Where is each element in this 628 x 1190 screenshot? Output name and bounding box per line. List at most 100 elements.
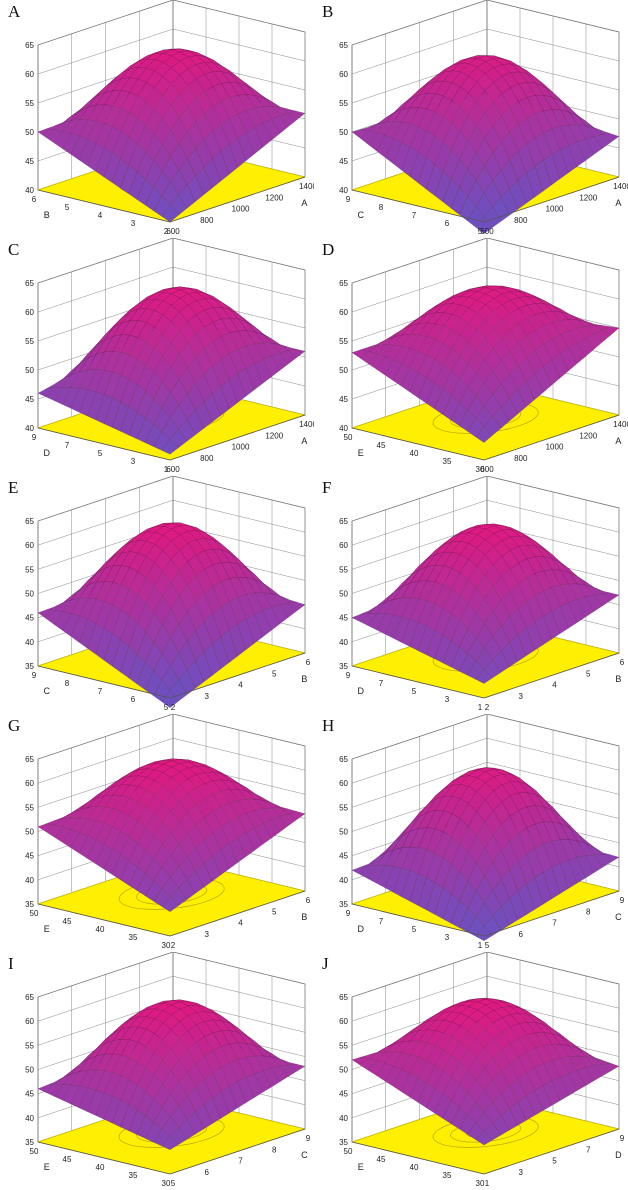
y-tick-label: 6: [445, 219, 450, 228]
y-tick-label: 30: [162, 1179, 171, 1188]
x-tick-label: 2: [485, 703, 490, 712]
y-axis-line: [37, 1141, 171, 1175]
y-tick-label: 40: [96, 925, 105, 934]
z-tick-label: 50: [25, 1066, 34, 1075]
z-tick-label: 45: [25, 852, 34, 861]
surface-patch: [161, 439, 179, 455]
response-surface: [351, 523, 620, 684]
z-tick-label: 60: [339, 70, 348, 79]
z-tick-label: 40: [25, 1114, 34, 1123]
response-surface: [351, 997, 620, 1146]
z-tick-label: 50: [339, 828, 348, 837]
x-axis-line: [483, 414, 620, 461]
y-tick-label: 35: [129, 933, 138, 942]
z-tick-label: 55: [339, 1041, 348, 1050]
y-axis-label: C: [358, 210, 365, 220]
z-tick-label: 40: [339, 1114, 348, 1123]
z-tick-label: 35: [339, 1138, 348, 1147]
z-tick-label: 50: [25, 590, 34, 599]
z-tick-label: 60: [339, 308, 348, 317]
x-axis-label: D: [615, 1150, 622, 1160]
surface-patch: [475, 216, 493, 234]
z-gridline: [37, 28, 306, 75]
surface-plot-h: 65 60 55 50 45 40 35 5 6 7 8 9 C 1 3 5 7 9 D H: [314, 714, 628, 952]
x-axis-label: C: [301, 1150, 308, 1160]
z-tick-label: 55: [339, 565, 348, 574]
z-gridline: [351, 0, 620, 46]
y-tick-label: 30: [476, 465, 485, 474]
x-axis-label: B: [615, 674, 621, 684]
z-tick-label: 65: [25, 279, 34, 288]
z-tick-label: 45: [339, 614, 348, 623]
x-axis-label: A: [615, 436, 621, 446]
x-axis-label: B: [301, 912, 307, 922]
z-tick-label: 40: [339, 876, 348, 885]
y-axis-label: C: [44, 686, 51, 696]
z-gridline: [37, 0, 306, 46]
surface-patch: [475, 426, 493, 443]
y-tick-label: 8: [379, 203, 384, 212]
surface-plot-e: 65 60 55 50 45 40 35 2 3 4 5 6 B 5 6 7 8 9 C E: [0, 476, 314, 714]
y-tick-label: 7: [98, 687, 103, 696]
y-tick-label: 50: [30, 1147, 39, 1156]
x-tick-label: 1200: [265, 431, 283, 440]
y-tick-label: 1: [164, 465, 169, 474]
x-axis-line: [483, 652, 620, 699]
y-axis-label: E: [44, 924, 50, 934]
panel-label: A: [8, 2, 21, 21]
surface-plot-g: 65 60 55 50 45 40 35 2 3 4 5 6 B 30 35 40 45 50 E G: [0, 714, 314, 952]
y-tick-label: 9: [346, 909, 351, 918]
x-tick-label: 6: [306, 658, 311, 667]
z-gridline: [37, 266, 306, 313]
z-tick-label: 65: [339, 41, 348, 50]
z-gridline: [351, 975, 620, 1022]
x-tick-label: 600: [480, 465, 494, 474]
x-tick-label: 600: [166, 465, 180, 474]
x-tick-label: 2: [171, 941, 176, 950]
x-tick-label: 1000: [232, 205, 250, 214]
z-tick-label: 55: [339, 99, 348, 108]
x-tick-label: 5: [485, 941, 490, 950]
y-tick-label: 45: [63, 1155, 72, 1164]
y-tick-label: 1: [478, 703, 483, 712]
x-tick-label: 1000: [232, 443, 250, 452]
surface-patch: [475, 669, 493, 684]
x-tick-label: 600: [166, 227, 180, 236]
plot-canvas: 65 60 55 50 45 40 600 800 1000 1200 1400 A 5 6 7 8 9C: [339, 0, 628, 236]
x-axis-label: A: [615, 198, 621, 208]
panel-label: B: [322, 2, 334, 21]
y-axis-line: [351, 665, 485, 699]
z-gridline: [37, 952, 306, 998]
z-tick-label: 35: [25, 1138, 34, 1147]
response-surface: [37, 48, 306, 223]
y-tick-label: 40: [410, 449, 419, 458]
x-tick-label: 1: [485, 1179, 490, 1188]
z-tick-label: 45: [25, 614, 34, 623]
x-tick-label: 9: [306, 1134, 311, 1143]
z-tick-label: 60: [339, 541, 348, 550]
x-tick-label: 5: [586, 669, 591, 678]
y-tick-label: 7: [379, 679, 384, 688]
y-tick-label: 5: [65, 203, 70, 212]
panel-label: J: [322, 954, 329, 973]
z-tick-label: 45: [25, 395, 34, 404]
x-tick-label: 3: [519, 1168, 524, 1177]
surface-plot-d: 65 60 55 50 45 40 600 800 1000 1200 1400 A 30 35 40 45 5…: [314, 238, 628, 476]
plot-canvas: 65 60 55 50 45 40 35 5 6 7 8 9 C 30 35 40 45 50 E: [25, 952, 311, 1188]
z-tick-label: 55: [25, 337, 34, 346]
x-tick-label: 8: [586, 907, 591, 916]
x-tick-label: 1400: [299, 420, 314, 429]
surface-patch: [161, 896, 179, 912]
z-gridline: [37, 476, 306, 522]
z-tick-label: 50: [339, 128, 348, 137]
x-axis-line: [169, 890, 306, 937]
y-axis-line: [37, 427, 171, 461]
y-tick-label: 2: [164, 227, 169, 236]
y-tick-label: 35: [443, 1171, 452, 1180]
y-tick-label: 50: [344, 1147, 353, 1156]
plot-canvas: 65 60 55 50 45 40 600 800 1000 1200 1400 A 30 35 40 45 5…: [339, 238, 628, 474]
y-tick-label: 50: [30, 909, 39, 918]
y-tick-label: 6: [32, 195, 37, 204]
